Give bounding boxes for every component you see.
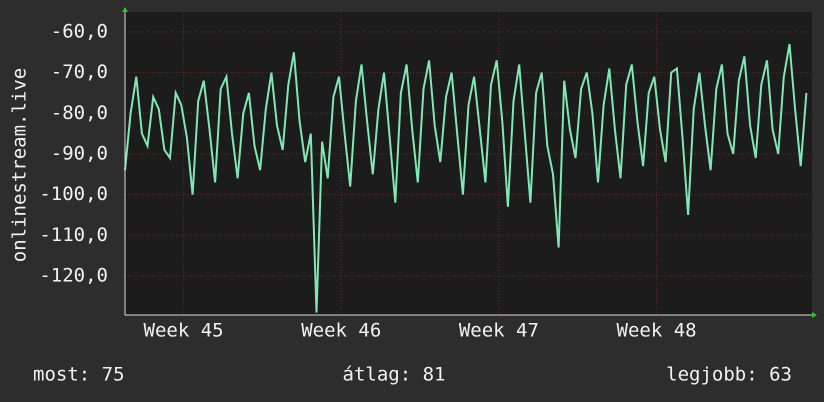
y-tick-label: -70,0 bbox=[51, 61, 108, 83]
x-tick-label: Week 45 bbox=[144, 320, 224, 342]
y-axis-arrow bbox=[122, 7, 128, 12]
y-tick-label: -110,0 bbox=[39, 224, 108, 246]
y-tick-label: -100,0 bbox=[39, 183, 108, 205]
footer-current: most: 75 bbox=[33, 364, 125, 386]
y-axis-label: onlinestream.live bbox=[9, 68, 31, 262]
x-axis-arrow bbox=[812, 312, 817, 318]
data-line bbox=[124, 43, 808, 313]
footer-best: legjobb: 63 bbox=[666, 364, 792, 386]
x-tick-label: Week 48 bbox=[617, 320, 697, 342]
y-tick-label: -80,0 bbox=[51, 102, 108, 124]
y-tick-label: -120,0 bbox=[39, 264, 108, 286]
x-tick-label: Week 46 bbox=[301, 320, 381, 342]
y-tick-label: -90,0 bbox=[51, 142, 108, 164]
x-tick-label: Week 47 bbox=[459, 320, 539, 342]
y-tick-label: -60,0 bbox=[51, 20, 108, 42]
footer-average: átlag: 81 bbox=[343, 364, 446, 386]
